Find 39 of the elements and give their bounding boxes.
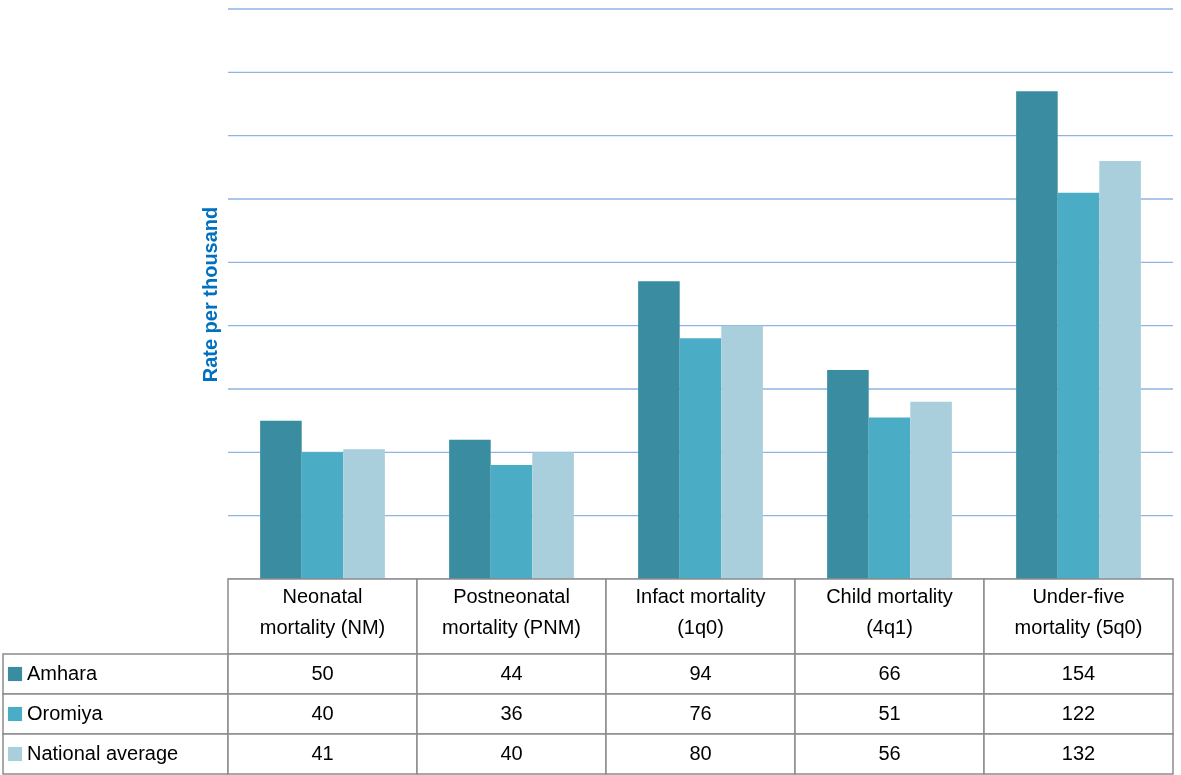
bar [827,370,869,579]
y-axis-title: Rate per thousand [198,206,221,383]
bar [638,281,680,579]
data-label: 94 [689,662,712,684]
data-label: 56 [878,742,901,764]
data-label: 50 [311,662,334,684]
x-tick-label: Neonatal mortality (NM) [259,585,386,638]
data-label: 122 [1061,702,1096,724]
data-label: 154 [1061,662,1096,684]
x-tick-label: Infact mortality (1q0) [635,585,766,638]
data-label: 76 [689,702,712,724]
data-label: 44 [500,662,523,684]
bar [1057,192,1100,579]
bar [910,401,952,579]
data-label: 51 [878,702,901,724]
bar [260,420,302,579]
bar [490,465,533,579]
data-label: 36 [500,702,523,724]
legend-label: Oromiya [27,702,104,724]
bar [679,338,722,579]
bar [532,452,574,579]
bar [721,325,763,579]
bar [301,452,344,579]
x-tick-label: Child mortality (4q1) [826,585,953,638]
legend-label: National average [27,742,179,764]
x-tick-label: Postneonatal mortality (PNM) [442,585,581,638]
bar [1016,91,1058,579]
legend-label: Amhara [27,662,98,684]
bar [343,449,385,579]
data-label: 40 [500,742,523,764]
bar [449,439,491,579]
bar [1099,161,1141,579]
data-label: 41 [311,742,334,764]
data-label: 66 [878,662,901,684]
data-label: 80 [689,742,712,764]
data-label: 132 [1061,742,1096,764]
data-label: 40 [311,702,334,724]
bar [868,417,911,579]
x-tick-label: Under-five mortality (5q0) [1014,585,1143,638]
